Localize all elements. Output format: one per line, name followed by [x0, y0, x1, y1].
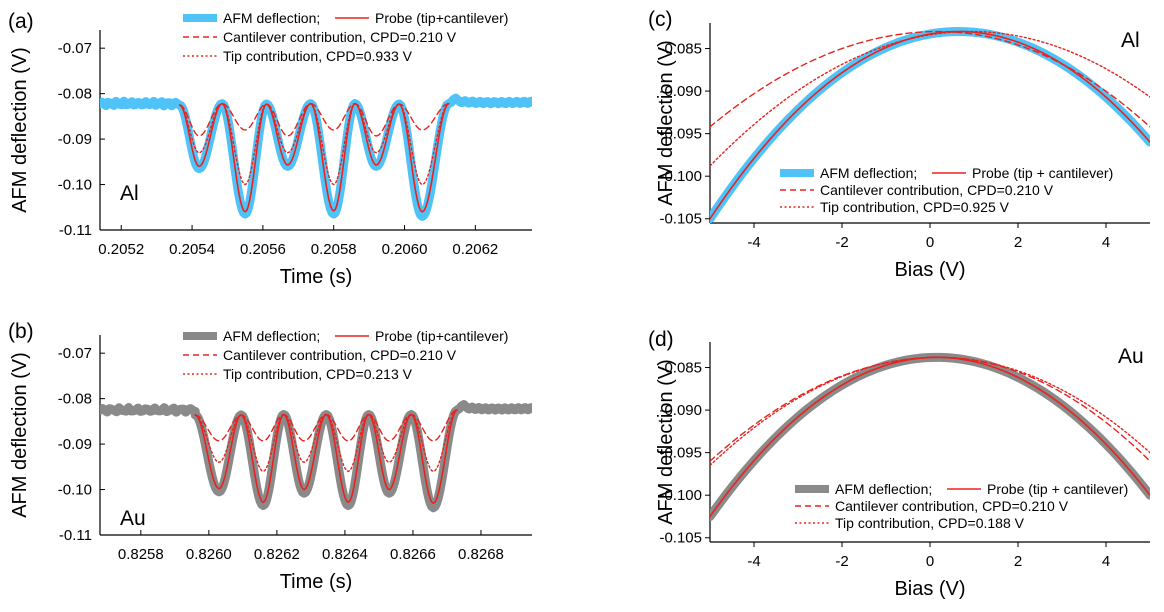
panel-a: -0.11 -0.10 -0.09 -0.08 -0.07 0.2052 0.2054 0.2…	[8, 10, 532, 288]
x-tick-label: 0.8268	[458, 546, 504, 563]
y-axis-label: AFM deflection (V)	[9, 47, 31, 213]
plot-area	[100, 400, 532, 513]
y-tick-label: -0.095	[659, 126, 702, 143]
material-label: Al	[1121, 29, 1140, 52]
series-cantilever	[710, 356, 1150, 462]
y-axis-label: AFM deflection (V)	[655, 359, 677, 525]
plot-area	[710, 352, 1150, 521]
x-tick-label: -2	[835, 553, 848, 570]
x-tick-label: 0.8266	[390, 546, 436, 563]
x-tick-label: 0.8258	[118, 546, 164, 563]
series-tip	[194, 409, 458, 473]
legend-label-cantilever: Cantilever contribution, CPD=0.210 V	[223, 29, 457, 45]
y-tick-label: -0.095	[659, 445, 702, 462]
y-tick-label: -0.105	[659, 530, 702, 547]
x-tick-label: 4	[1102, 234, 1110, 251]
legend-label-tip: Tip contribution, CPD=0.925 V	[820, 199, 1010, 215]
x-tick-label: 0	[926, 553, 934, 570]
x-axis-label: Time (s)	[280, 571, 353, 593]
material-label: Au	[120, 507, 146, 530]
panel-label: (c)	[648, 8, 673, 31]
x-tick-label: 0.8262	[254, 546, 300, 563]
legend-label-probe: Probe (tip+cantilever)	[375, 10, 508, 26]
legend: AFM deflection; Probe (tip + cantilever)C…	[780, 165, 1113, 215]
x-tick-label: -2	[835, 234, 848, 251]
panel-b: -0.11 -0.10 -0.09 -0.08 -0.07 0.8258 0.8260 0.8…	[8, 320, 532, 593]
legend-label-deflection: AFM deflection;	[223, 328, 320, 344]
y-tick-label: -0.100	[659, 168, 702, 185]
x-tick-label: -4	[747, 553, 760, 570]
y-tick-label: -0.11	[59, 222, 92, 239]
plot-area	[710, 27, 1150, 223]
y-tick-label: -0.085	[659, 41, 702, 58]
x-tick-label: 2	[1014, 234, 1022, 251]
y-tick-label: -0.09	[58, 436, 92, 453]
y-tick-label: -0.10	[58, 482, 92, 499]
x-axis-label: Time (s)	[280, 266, 353, 288]
y-tick-label: -0.090	[659, 83, 702, 100]
y-tick-label: -0.08	[58, 86, 92, 103]
x-tick-label: -4	[747, 234, 760, 251]
y-tick-label: -0.08	[58, 391, 92, 408]
series-deflection	[100, 400, 532, 513]
legend-label-tip: Tip contribution, CPD=0.188 V	[835, 515, 1025, 531]
x-tick-label: 0.2054	[169, 241, 215, 258]
y-axis-label: AFM deflection (V)	[9, 352, 31, 518]
x-tick-label: 0	[926, 234, 934, 251]
x-axis-label: Bias (V)	[894, 578, 965, 600]
material-label: Au	[1118, 345, 1144, 368]
y-tick-label: -0.100	[659, 487, 702, 504]
x-axis-label: Bias (V)	[894, 259, 965, 281]
x-tick-label: 0.8264	[322, 546, 368, 563]
x-tick-label: 0.2052	[98, 241, 144, 258]
series-tip	[178, 102, 450, 186]
series-cantilever	[710, 30, 1150, 128]
legend: AFM deflection; Probe (tip+cantilever) Can…	[183, 10, 508, 64]
series-probe	[710, 30, 1150, 220]
legend-label-probe: Probe (tip + cantilever)	[972, 165, 1113, 181]
y-tick-label: -0.105	[659, 211, 702, 228]
x-tick-label: 0.2056	[240, 241, 286, 258]
panel-label: (d)	[648, 328, 674, 351]
legend-label-cantilever: Cantilever contribution, CPD=0.210 V	[820, 182, 1054, 198]
panel-label: (b)	[8, 320, 34, 343]
legend: AFM deflection; Probe (tip + cantilever)C…	[795, 481, 1128, 531]
y-tick-label: -0.10	[58, 177, 92, 194]
legend-label-cantilever: Cantilever contribution, CPD=0.210 V	[835, 498, 1069, 514]
y-tick-label: -0.11	[59, 527, 92, 544]
y-tick-label: -0.07	[58, 345, 92, 362]
y-tick-label: -0.085	[659, 360, 702, 377]
series-probe	[710, 356, 1150, 518]
series-tip	[710, 30, 1150, 167]
y-tick-label: -0.09	[58, 131, 92, 148]
x-tick-label: 0.2058	[311, 241, 357, 258]
legend-label-cantilever: Cantilever contribution, CPD=0.210 V	[223, 347, 457, 363]
x-tick-label: 0.8260	[186, 546, 232, 563]
panel-c: -0.105 -0.100 -0.095 -0.090 -0.085 -4 -2 0 2 4 Bia…	[648, 8, 1150, 281]
legend-label-deflection: AFM deflection;	[835, 481, 932, 497]
series-tip	[710, 356, 1150, 467]
legend-label-deflection: AFM deflection;	[820, 165, 917, 181]
legend-label-probe: Probe (tip+cantilever)	[375, 328, 508, 344]
series-deflection	[100, 93, 532, 221]
plot-area	[100, 93, 532, 221]
y-axis-label: AFM deflection (V)	[655, 40, 677, 206]
legend-label-deflection: AFM deflection;	[223, 10, 320, 26]
panel-d: -0.105 -0.100 -0.095 -0.090 -0.085 -4 -2 0 2 4 Bia…	[648, 328, 1150, 600]
y-tick-label: -0.090	[659, 402, 702, 419]
panel-label: (a)	[8, 10, 34, 33]
material-label: Al	[120, 182, 139, 205]
legend-label-tip: Tip contribution, CPD=0.933 V	[223, 48, 413, 64]
x-tick-label: 4	[1102, 553, 1110, 570]
legend-label-probe: Probe (tip + cantilever)	[987, 481, 1128, 497]
x-tick-label: 2	[1014, 553, 1022, 570]
legend: AFM deflection; Probe (tip+cantilever) Can…	[183, 328, 508, 382]
x-tick-label: 0.2062	[452, 241, 498, 258]
y-tick-label: -0.07	[58, 40, 92, 57]
x-tick-label: 0.2060	[382, 241, 428, 258]
legend-label-tip: Tip contribution, CPD=0.213 V	[223, 366, 413, 382]
